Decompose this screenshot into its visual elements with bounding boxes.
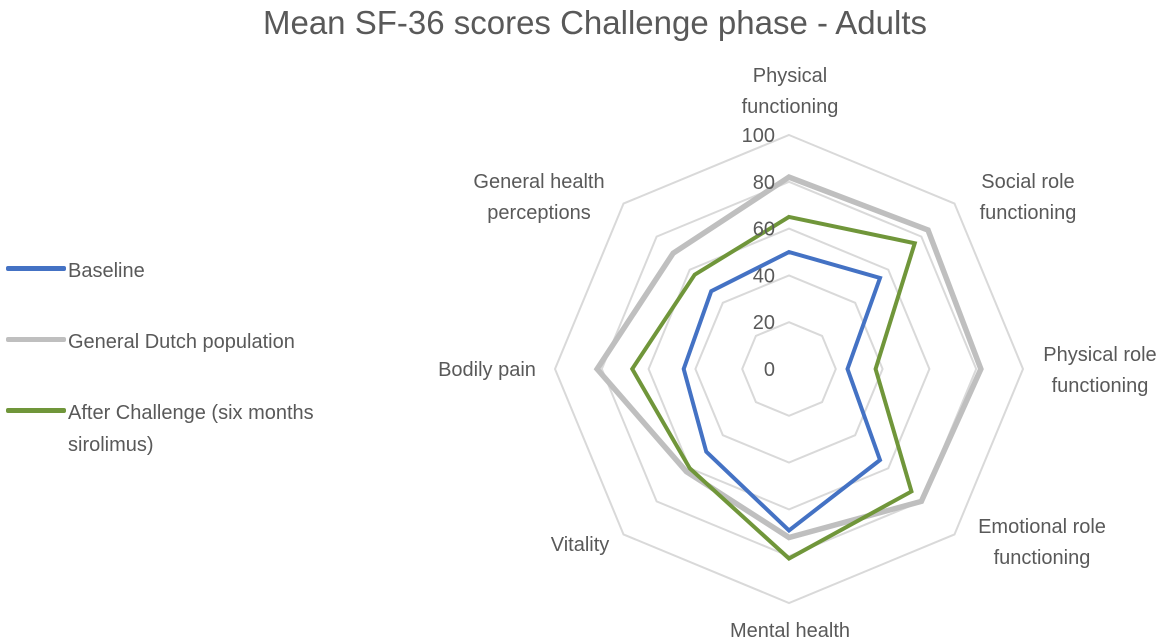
tick-label-100: 100 xyxy=(742,125,775,147)
series-general-dutch-population[interactable] xyxy=(593,174,984,541)
axis-labels: Physical functioning Social role functionin… xyxy=(438,65,1157,642)
axis-label-social-role-functioning: Social role functioning xyxy=(980,171,1077,224)
chart-title: Mean SF-36 scores Challenge phase - Adul… xyxy=(262,4,928,41)
grid-ring-40 xyxy=(694,274,884,464)
tick-label-80: 80 xyxy=(753,172,775,194)
axis-label-mental-health: Mental health xyxy=(730,620,850,642)
legend-label-baseline: Baseline xyxy=(68,260,145,282)
series-layer xyxy=(593,174,984,561)
legend-item-baseline[interactable]: Baseline xyxy=(6,255,426,287)
legend: Baseline General Dutch population After … xyxy=(6,255,426,500)
axis-label-physical-role-functioning: Physical role functioning xyxy=(1043,344,1156,397)
axis-label-vitality: Vitality xyxy=(551,534,610,556)
legend-swatch-baseline xyxy=(6,266,66,271)
tick-labels: 0 20 40 60 80 100 xyxy=(742,125,775,381)
axis-label-bodily-pain: Bodily pain xyxy=(438,359,536,381)
axis-label-physical-functioning: Physical functioning xyxy=(742,65,839,118)
legend-label-after-challenge: After Challenge (six months sirolimus) xyxy=(68,402,314,456)
series-baseline[interactable] xyxy=(681,249,883,534)
legend-item-general-dutch-population[interactable]: General Dutch population xyxy=(6,326,426,358)
tick-label-60: 60 xyxy=(753,219,775,241)
series-after-challenge-six-months-sirolimus[interactable] xyxy=(629,214,918,561)
grid-ring-20 xyxy=(741,321,837,417)
legend-label-general-dutch-population: General Dutch population xyxy=(68,331,295,353)
legend-swatch-after-challenge xyxy=(6,408,66,413)
legend-swatch-general-dutch-population xyxy=(6,337,66,342)
axis-label-emotional-role-functioning: Emotional role functioning xyxy=(978,516,1106,569)
tick-label-40: 40 xyxy=(753,265,775,287)
axis-label-general-health-perceptions: General health perceptions xyxy=(473,171,604,224)
grid-ring-100 xyxy=(553,133,1025,605)
tick-label-20: 20 xyxy=(753,312,775,334)
tick-label-0: 0 xyxy=(764,359,775,381)
legend-item-after-challenge[interactable]: After Challenge (six months sirolimus) xyxy=(6,397,426,461)
